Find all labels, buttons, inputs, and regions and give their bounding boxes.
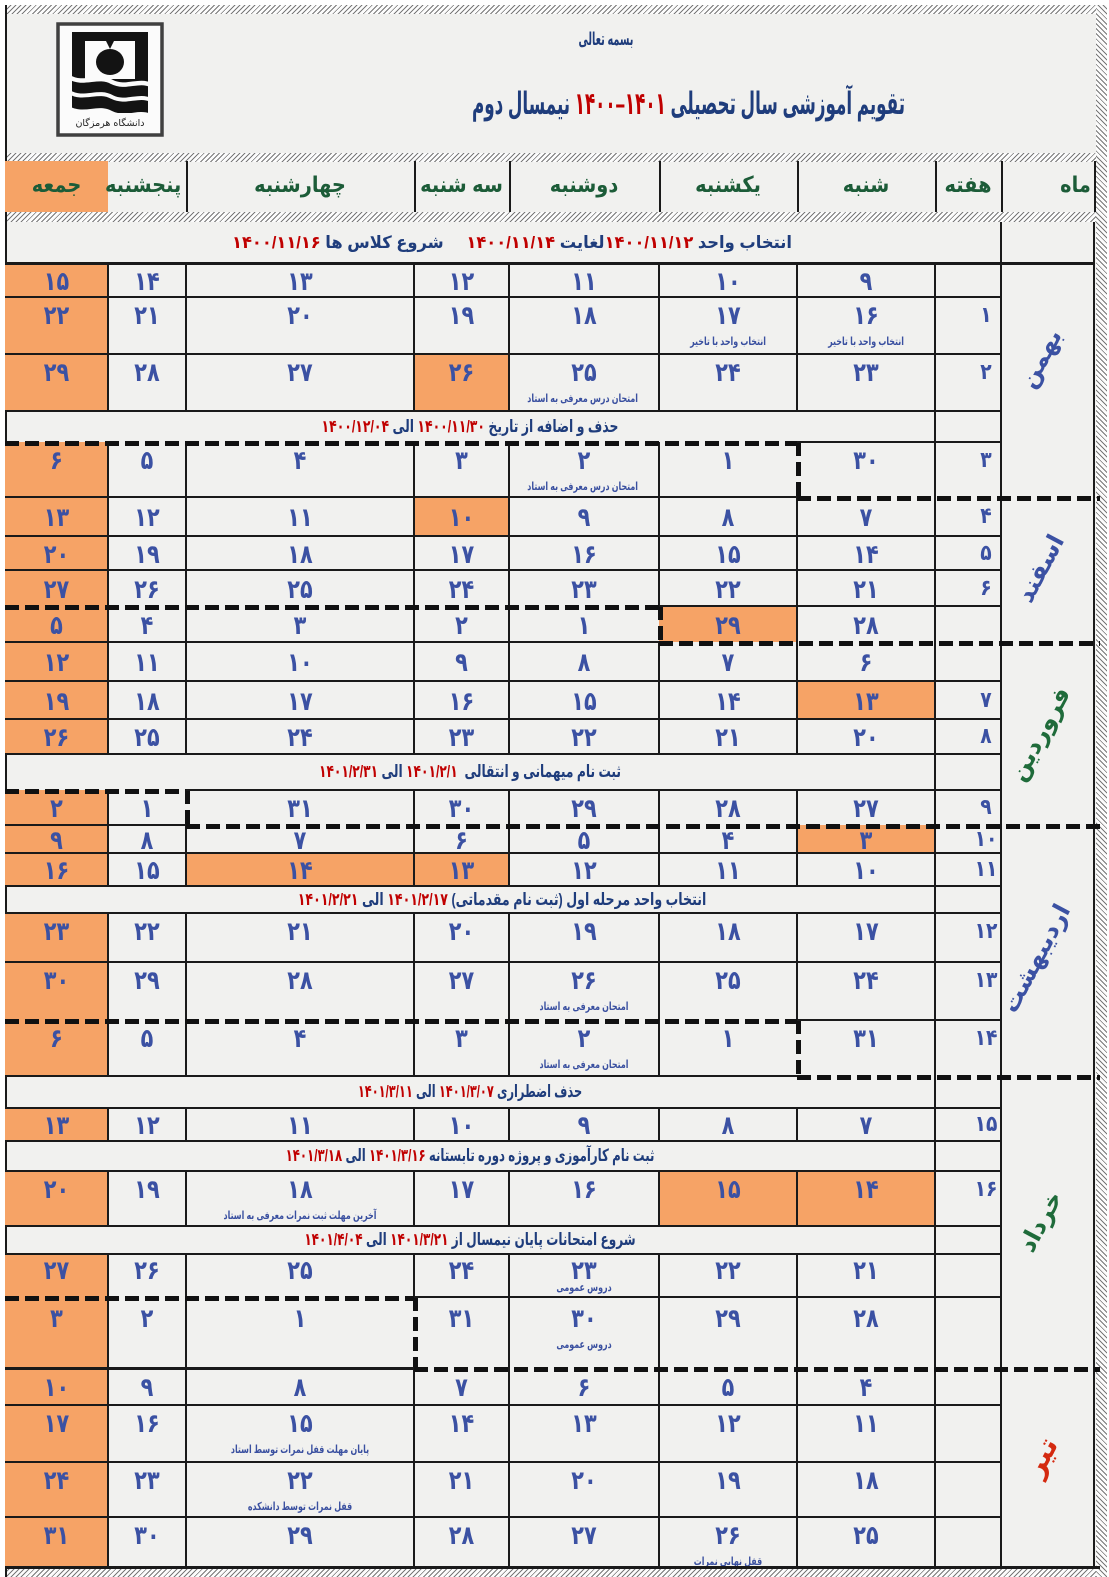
svg-text:دانشگاه هرمزگان: دانشگاه هرمزگان: [75, 117, 144, 129]
